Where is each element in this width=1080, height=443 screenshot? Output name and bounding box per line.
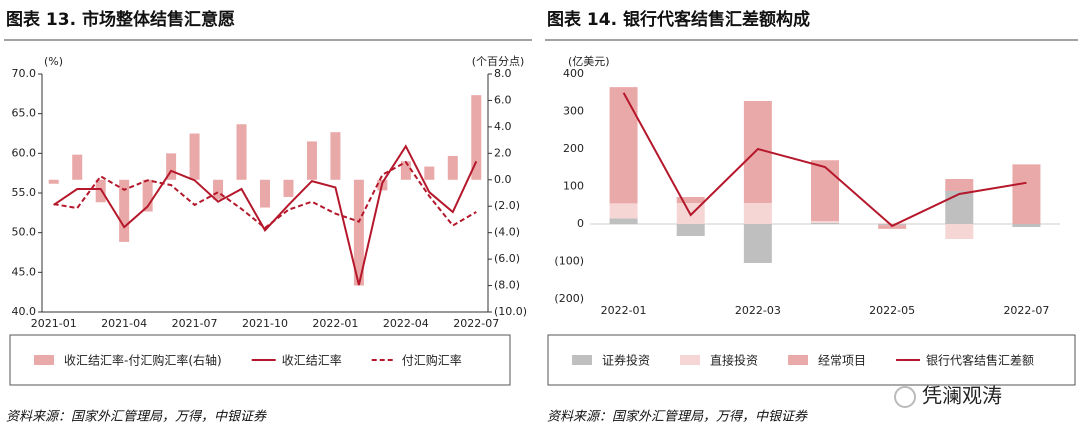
x-tick-label: 2021-10 [242, 317, 288, 330]
y-tick-label: 60.0 [12, 146, 37, 159]
y2-tick-label: 0.0 [494, 173, 512, 186]
y-tick-label: 100 [563, 180, 584, 193]
bar [236, 124, 247, 180]
legend-swatch [788, 355, 809, 365]
legend-box [547, 334, 1076, 386]
y-tick-label: 70.0 [12, 67, 37, 80]
source: 资料来源：国家外汇管理局，万得，中银证券 [547, 409, 808, 425]
bar [447, 155, 458, 180]
y2-tick-label: (10.0) [494, 305, 527, 318]
bar [676, 224, 705, 236]
y2-tick-label: (6.0) [494, 252, 520, 265]
chart-title: 图表 13. 市场整体结售汇意愿 [6, 9, 235, 30]
y-tick-label: 400 [563, 67, 584, 80]
bar [283, 179, 294, 197]
y-tick-label: 50.0 [12, 226, 37, 239]
x-tick-label: 2022-07 [453, 317, 499, 330]
y-tick-label: 0 [577, 217, 584, 230]
bar [609, 203, 638, 219]
bar [811, 222, 839, 224]
legend-swatch [572, 355, 592, 365]
x-tick-label: 2021-07 [172, 317, 218, 330]
legend-swatch [34, 355, 54, 365]
bar [471, 95, 482, 180]
bar [119, 179, 130, 242]
y2-tick-label: 6.0 [494, 93, 512, 106]
y-tick-label: (100) [554, 255, 584, 268]
bar [330, 132, 341, 180]
bar [72, 154, 83, 180]
bar [743, 203, 772, 224]
legend-label: 经常项目 [818, 354, 866, 368]
bar [609, 87, 638, 204]
x-tick-label: 2022-01 [601, 304, 647, 317]
bar [1012, 164, 1041, 224]
x-tick-label: 2022-07 [1003, 304, 1049, 317]
chart-title: 图表 14. 银行代客结售汇差额构成 [547, 9, 810, 30]
bar [400, 161, 411, 180]
legend-label: 证券投资 [602, 353, 650, 368]
watermark-icon [894, 386, 916, 408]
y2-tick-label: (8.0) [494, 279, 520, 292]
bar [1012, 224, 1041, 227]
y2-tick-label: (2.0) [494, 199, 520, 212]
bar [878, 225, 907, 229]
x-tick-label: 2022-05 [869, 304, 915, 317]
y-tick-label: (200) [554, 292, 584, 305]
bar [945, 224, 974, 239]
x-tick-label: 2022-04 [383, 317, 429, 330]
y-tick-label: 40.0 [12, 305, 37, 318]
bar [811, 221, 839, 223]
x-tick-label: 2022-03 [735, 304, 781, 317]
y-tick-label: 200 [563, 142, 584, 155]
x-tick-label: 2021-01 [31, 317, 77, 330]
y2-tick-label: 8.0 [494, 67, 512, 80]
bar [260, 179, 270, 208]
bar [743, 224, 772, 263]
x-tick-label: 2021-04 [101, 317, 147, 330]
legend-label: 付汇购汇率 [402, 353, 462, 368]
bar [353, 179, 364, 286]
legend-label: 直接投资 [710, 353, 758, 368]
bar [945, 191, 974, 224]
y-tick-label: 55.0 [12, 186, 37, 199]
bar [424, 166, 435, 180]
legend-label: 收汇结汇率-付汇购汇率(右轴) [64, 353, 222, 368]
bar [945, 179, 974, 191]
y2-tick-label: 4.0 [494, 120, 512, 133]
y-tick-label: 300 [563, 105, 584, 118]
watermark: 凭澜观涛 [922, 384, 1002, 408]
line [53, 160, 477, 230]
bar [189, 133, 200, 180]
bar [878, 222, 907, 224]
y-unit: (亿美元) [568, 55, 610, 68]
bar [609, 218, 638, 224]
bar [95, 179, 106, 203]
legend-label: 银行代客结售汇差额 [926, 353, 1034, 368]
bar [142, 179, 153, 212]
legend-box [9, 334, 511, 386]
y2-unit: (个百分点) [472, 55, 525, 68]
bar [676, 197, 705, 203]
bar [48, 179, 59, 184]
y-tick-label: 45.0 [12, 265, 37, 278]
y-tick-label: 65.0 [12, 107, 37, 120]
line [53, 144, 478, 286]
bar [811, 160, 839, 221]
y2-tick-label: 2.0 [494, 146, 512, 159]
y-unit: (%) [44, 55, 63, 68]
bar [213, 179, 224, 200]
bar [878, 224, 907, 226]
bar [306, 141, 317, 180]
legend-swatch [680, 355, 701, 365]
x-tick-label: 2022-01 [312, 317, 358, 330]
y2-tick-label: (4.0) [494, 226, 520, 239]
bar [166, 153, 177, 180]
source: 资料来源：国家外汇管理局，万得，中银证券 [6, 409, 267, 425]
legend-label: 收汇结汇率 [282, 353, 342, 368]
line [622, 92, 1027, 228]
